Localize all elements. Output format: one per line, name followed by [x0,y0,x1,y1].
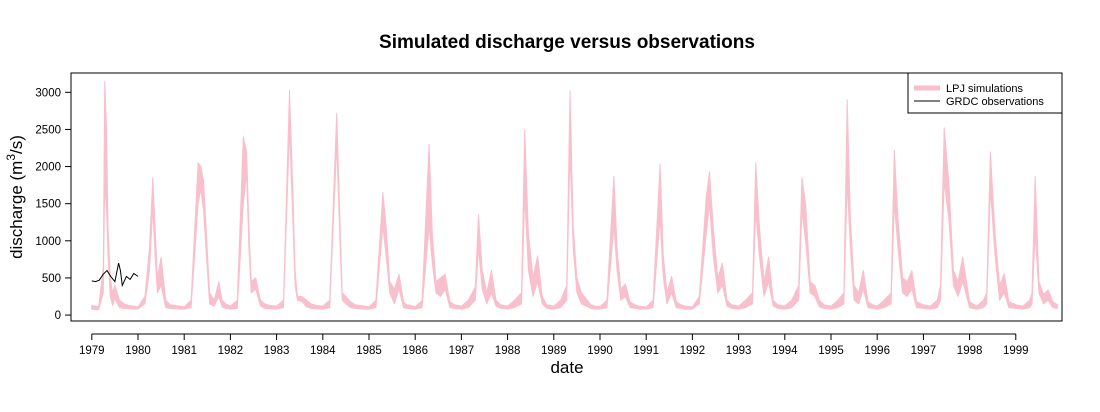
x-tick-label: 1980 [125,345,151,357]
y-tick-label: 1500 [35,199,61,211]
x-tick-label: 1999 [1003,345,1029,357]
y-tick-label: 3000 [35,87,61,99]
x-tick-label: 1995 [818,345,844,357]
x-axis-label: date [550,358,583,377]
x-tick-label: 1983 [264,345,290,357]
x-tick-label: 1984 [310,345,336,357]
x-tick-label: 1981 [171,345,197,357]
y-axis-label: discharge (m3/s) [4,135,26,259]
x-tick-label: 1982 [218,345,244,357]
x-tick-label: 1990 [587,345,613,357]
x-tick-label: 1997 [911,345,937,357]
x-tick-label: 1993 [726,345,752,357]
x-tick-label: 1996 [864,345,890,357]
x-tick-label: 1998 [957,345,983,357]
y-tick-label: 1000 [35,236,61,248]
x-tick-label: 1989 [541,345,567,357]
legend-simulation-label: LPJ simulations [946,83,1024,95]
simulation-band-layer [91,80,1058,311]
x-tick-label: 1994 [772,345,798,357]
x-tick-label: 1992 [680,345,706,357]
chart-title: Simulated discharge versus observations [379,32,755,53]
y-axis: 0 500 1000 1500 2000 2500 3000 [35,87,71,322]
legend: LPJ simulations GRDC observations [907,72,1063,114]
y-axis-label-prefix: discharge (m [7,161,26,259]
series-lpj-simulations-band [91,80,1058,311]
legend-box [907,72,1063,114]
y-tick-label: 0 [55,310,61,322]
x-axis: 1979 1980 1981 1982 1983 1984 1985 1986 1987 1988… [79,333,1029,357]
y-tick-label: 2500 [35,124,61,136]
x-tick-label: 1991 [633,345,659,357]
plot-frame [70,72,1063,322]
y-tick-label: 500 [42,273,61,285]
x-tick-label: 1979 [79,345,105,357]
observation-line-layer [91,262,139,288]
legend-observation-label: GRDC observations [946,96,1044,108]
x-tick-label: 1987 [449,345,475,357]
x-tick-label: 1986 [402,345,428,357]
series-grdc-observations-line [91,262,139,288]
y-axis-label-suffix: /s) [7,135,26,154]
x-tick-label: 1988 [495,345,521,357]
x-tick-label: 1985 [356,345,382,357]
y-tick-label: 2000 [35,162,61,174]
y-axis-label-superscript: 3 [4,154,18,161]
